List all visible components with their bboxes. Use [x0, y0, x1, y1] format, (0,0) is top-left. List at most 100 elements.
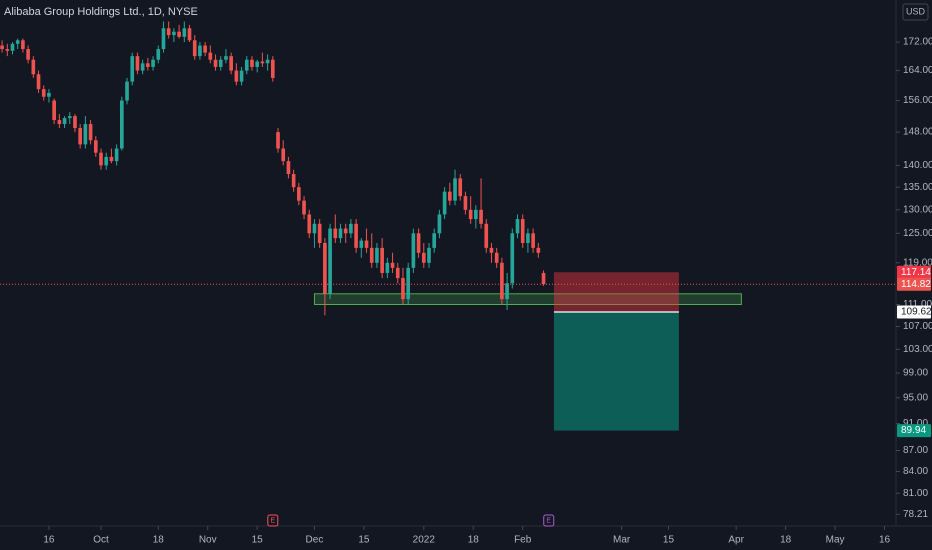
candle-body	[291, 174, 296, 188]
currency-box	[902, 3, 929, 21]
candle-body	[239, 70, 244, 82]
candle-body	[73, 116, 77, 129]
candle-body	[41, 89, 46, 97]
candle-body	[474, 209, 478, 220]
y-tick-label: 87.00	[903, 445, 928, 456]
stop-zone	[553, 272, 679, 312]
candle-body	[541, 272, 546, 285]
candle-body	[36, 74, 41, 90]
candle-body	[411, 233, 416, 268]
candle-body	[208, 52, 213, 60]
candle-body	[494, 252, 499, 263]
candle-body	[500, 262, 504, 300]
candle-body	[484, 223, 489, 248]
candle-body	[229, 56, 233, 71]
candle-body	[15, 40, 20, 44]
candle-body	[57, 120, 62, 125]
x-tick-label: 15	[358, 535, 370, 546]
candle-body	[125, 81, 129, 101]
candle-body	[83, 124, 88, 145]
y-tick-label: 125.00	[903, 228, 932, 239]
candle-body	[31, 59, 36, 75]
stop-price-label: 117.14	[901, 267, 931, 278]
x-tick-label: Apr	[728, 535, 744, 546]
x-tick-label: Dec	[306, 535, 324, 546]
candle-body	[463, 196, 468, 210]
candle-body	[213, 59, 218, 67]
candle-body	[109, 156, 114, 162]
chart-title: Alibaba Group Holdings Ltd., 1D, NYSE	[4, 6, 198, 18]
candle-body	[187, 28, 192, 41]
candle-body	[224, 56, 228, 60]
candle-body	[177, 31, 181, 37]
candle-body	[166, 28, 171, 36]
candle-body	[130, 56, 135, 82]
y-tick-label: 103.00	[903, 344, 932, 355]
y-tick-label: 172.00	[903, 37, 932, 48]
stop-price-label-box	[897, 265, 931, 279]
y-tick-label: 91.00	[903, 418, 928, 429]
candle-body	[286, 161, 291, 175]
candle-body	[364, 240, 369, 248]
x-tick-label: 18	[153, 535, 165, 546]
candle-body	[380, 247, 384, 273]
x-tick-label: Oct	[93, 535, 109, 546]
candle-body	[531, 233, 535, 248]
x-tick-label: 15	[663, 535, 675, 546]
candle-body	[10, 43, 15, 51]
x-tick-label: Mar	[613, 535, 631, 546]
candle-body	[244, 59, 249, 71]
y-tick-label: 84.00	[903, 466, 928, 477]
candle-body	[453, 178, 457, 201]
x-tick-label: 16	[879, 535, 891, 546]
target-price-label: 89.94	[901, 425, 926, 436]
candle-body	[260, 61, 265, 64]
event-label: E	[546, 517, 551, 524]
candle-body	[338, 228, 343, 239]
y-tick-label: 135.00	[903, 182, 932, 193]
candle-body	[140, 63, 145, 71]
candle-body	[448, 191, 452, 201]
candle-body	[359, 240, 364, 248]
x-tick-label: 18	[780, 535, 792, 546]
candle-body	[234, 70, 239, 82]
x-tick-label: 16	[43, 535, 55, 546]
candle-body	[88, 124, 93, 141]
candle-body	[47, 92, 51, 97]
candle-body	[297, 187, 301, 201]
y-tick-label: 81.00	[903, 488, 928, 499]
candle-body	[536, 247, 541, 253]
candle-body	[114, 148, 119, 162]
candle-body	[120, 100, 124, 149]
y-tick-label: 78.21	[903, 509, 928, 520]
candle-body	[505, 283, 509, 300]
last-price-label: 114.82	[901, 279, 931, 290]
last-price-label-box	[897, 277, 931, 291]
y-tick-label: 95.00	[903, 392, 928, 403]
candle-body	[281, 148, 286, 162]
candle-body	[489, 247, 494, 253]
candle-body	[172, 31, 176, 36]
candle-body	[479, 209, 483, 224]
candle-body	[156, 49, 161, 60]
event-label: E	[270, 517, 275, 524]
candle-body	[198, 45, 202, 57]
candle-body	[312, 223, 317, 234]
x-tick-label: 15	[252, 535, 264, 546]
candle-body	[250, 59, 254, 67]
candle-body	[93, 140, 98, 153]
candle-body	[52, 100, 56, 121]
candle-body	[333, 228, 338, 239]
y-tick-label: 140.00	[903, 160, 932, 171]
candle-body	[416, 233, 421, 253]
y-tick-label: 119.00	[903, 257, 932, 268]
candle-body	[343, 228, 348, 234]
candle-body	[5, 49, 10, 51]
candle-body	[385, 262, 390, 273]
candle-body	[161, 28, 166, 50]
y-tick-label: 164.00	[903, 65, 932, 76]
candle-body	[354, 223, 358, 248]
candle-body	[401, 278, 405, 300]
candle-body	[276, 132, 280, 149]
